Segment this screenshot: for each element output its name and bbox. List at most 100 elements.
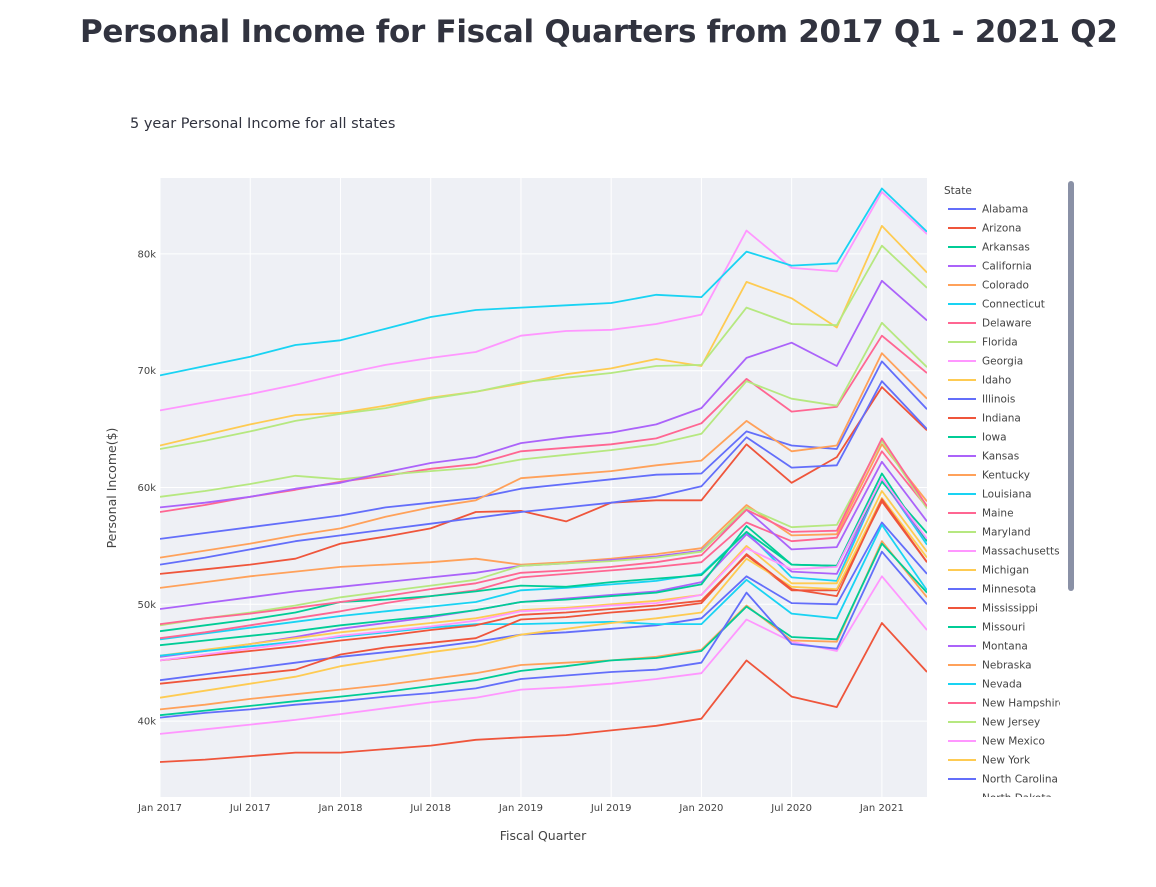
legend-item[interactable]: Maine: [948, 508, 1014, 520]
legend-label: Montana: [982, 641, 1028, 653]
legend-item[interactable]: Iowa: [948, 432, 1007, 444]
series-line[interactable]: [160, 622, 927, 763]
series-line[interactable]: [160, 279, 927, 509]
y-tick-label: 60k: [137, 483, 156, 494]
legend-item[interactable]: Nebraska: [948, 660, 1032, 672]
y-tick-label: 50k: [137, 600, 156, 611]
series-line[interactable]: [160, 575, 927, 735]
legend-item[interactable]: New York: [948, 755, 1031, 767]
legend-item[interactable]: Idaho: [948, 375, 1011, 387]
series-layer: [160, 187, 927, 763]
x-tick-label: Jan 2019: [498, 803, 543, 814]
legend-label: Massachusetts: [982, 546, 1060, 558]
y-tick-label: 70k: [137, 366, 156, 377]
series-line[interactable]: [160, 224, 927, 447]
legend-item[interactable]: Arkansas: [948, 242, 1030, 254]
x-tick-label: Jan 2018: [317, 803, 362, 814]
series-line[interactable]: [160, 443, 927, 589]
legend-item[interactable]: California: [948, 261, 1032, 273]
axes: 40k 50k 60k 70k 80k Jan 2017 Jul 2017 Jan 2018 J…: [137, 249, 904, 814]
legend-label: Nebraska: [982, 660, 1032, 672]
legend-item[interactable]: Nevada: [948, 679, 1022, 691]
legend-item[interactable]: Massachusetts: [948, 546, 1060, 558]
y-tick-label: 40k: [137, 717, 156, 728]
series-line[interactable]: [160, 187, 927, 377]
legend-item[interactable]: Minnesota: [948, 584, 1036, 596]
series-line[interactable]: [160, 360, 927, 540]
legend-item[interactable]: Kentucky: [948, 470, 1030, 482]
legend-label: Alabama: [982, 204, 1028, 216]
legend-item[interactable]: Georgia: [948, 356, 1023, 368]
legend-label: Mississippi: [982, 603, 1038, 615]
legend-label: Kentucky: [982, 470, 1030, 482]
legend-item[interactable]: Montana: [948, 641, 1028, 653]
legend-label: Maryland: [982, 527, 1031, 539]
series-line[interactable]: [160, 542, 927, 717]
legend-item[interactable]: Indiana: [948, 413, 1021, 425]
x-tick-label: Jan 2021: [859, 803, 904, 814]
x-axis-title: Fiscal Quarter: [500, 828, 587, 843]
legend-label: Colorado: [982, 280, 1029, 292]
series-line[interactable]: [160, 352, 927, 559]
series-line[interactable]: [160, 550, 927, 719]
series-line[interactable]: [160, 521, 927, 682]
series-line[interactable]: [160, 472, 927, 633]
series-line[interactable]: [160, 524, 927, 657]
series-line[interactable]: [160, 334, 927, 513]
gridlines: [159, 178, 927, 797]
legend-title: State: [944, 185, 972, 197]
series-line[interactable]: [160, 380, 927, 566]
legend-item[interactable]: Louisiana: [948, 489, 1032, 501]
series-line[interactable]: [160, 191, 927, 412]
legend-label: Missouri: [982, 622, 1025, 634]
legend-label: Minnesota: [982, 584, 1036, 596]
legend-label: Delaware: [982, 318, 1031, 330]
series-line[interactable]: [160, 244, 927, 450]
legend-scrollbar[interactable]: [1068, 181, 1074, 591]
legend-label: Arkansas: [982, 242, 1030, 254]
series-line[interactable]: [160, 478, 927, 641]
series-line[interactable]: [160, 490, 927, 657]
legend-item[interactable]: New Hampshire: [948, 698, 1065, 710]
legend-item[interactable]: Florida: [948, 337, 1018, 349]
series-line[interactable]: [160, 498, 927, 685]
legend-item[interactable]: North Dakota: [948, 793, 1052, 805]
series-line[interactable]: [160, 437, 927, 625]
legend-item[interactable]: Colorado: [948, 280, 1029, 292]
legend-item[interactable]: Alabama: [948, 204, 1028, 216]
series-line[interactable]: [160, 497, 927, 699]
legend-label: Georgia: [982, 356, 1023, 368]
x-tick-label: Jul 2020: [770, 803, 812, 814]
page-title: Personal Income for Fiscal Quarters from…: [80, 14, 1118, 50]
series-line[interactable]: [160, 477, 927, 662]
legend-item[interactable]: Missouri: [948, 622, 1025, 634]
series-line[interactable]: [160, 540, 927, 711]
chart-title: 5 year Personal Income for all states: [130, 116, 395, 132]
series-line[interactable]: [160, 439, 927, 627]
series-line[interactable]: [160, 321, 927, 498]
legend[interactable]: Alabama Arizona Arkansas California Colorado…: [948, 204, 1065, 805]
legend-label: Iowa: [982, 432, 1007, 444]
legend-label: Indiana: [982, 413, 1021, 425]
x-tick-label: Jul 2019: [590, 803, 632, 814]
legend-label: North Carolina: [982, 774, 1058, 786]
y-axis-title: Personal Income($): [104, 428, 119, 549]
legend-item[interactable]: New Jersey: [948, 717, 1040, 729]
series-line[interactable]: [160, 386, 927, 575]
legend-item[interactable]: Delaware: [948, 318, 1031, 330]
legend-label: Idaho: [982, 375, 1011, 387]
legend-item[interactable]: Maryland: [948, 527, 1031, 539]
legend-item[interactable]: Illinois: [948, 394, 1015, 406]
legend-item[interactable]: New Mexico: [948, 736, 1045, 748]
legend-label: Kansas: [982, 451, 1019, 463]
legend-label: New Jersey: [982, 717, 1040, 729]
legend-item[interactable]: North Carolina: [948, 774, 1058, 786]
legend-item[interactable]: Mississippi: [948, 603, 1038, 615]
legend-item[interactable]: Kansas: [948, 451, 1019, 463]
legend-item[interactable]: Connecticut: [948, 299, 1045, 311]
series-line[interactable]: [160, 450, 927, 640]
legend-item[interactable]: Michigan: [948, 565, 1029, 577]
legend-item[interactable]: Arizona: [948, 223, 1021, 235]
x-tick-label: Jul 2017: [229, 803, 271, 814]
